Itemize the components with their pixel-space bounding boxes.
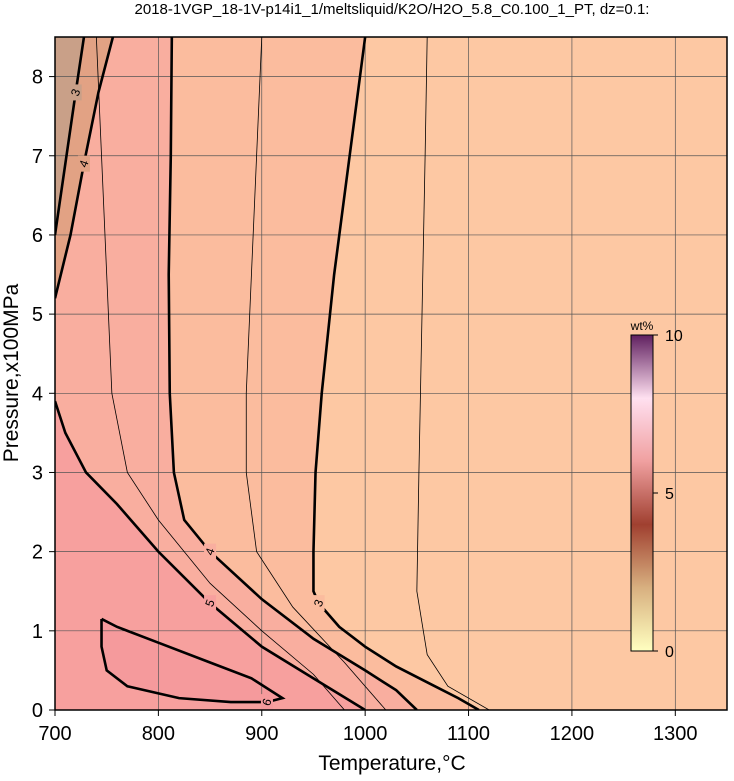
contour-label: 3 [311, 597, 327, 608]
x-tick-label: 1300 [653, 723, 698, 745]
colorbar-label: wt% [630, 319, 654, 333]
contour-label: 6 [259, 696, 275, 707]
y-axis-label: Pressure,x100MPa [0, 283, 23, 462]
x-tick-label: 1000 [343, 723, 388, 745]
x-tick-label: 1100 [447, 723, 490, 745]
x-tick-label: 700 [38, 723, 71, 745]
y-tick-label: 4 [32, 383, 43, 405]
y-tick-label: 7 [32, 146, 43, 168]
contour-line [55, 400, 366, 710]
contour-line [55, 37, 86, 236]
contour-line [167, 37, 418, 710]
contour-label: 5 [202, 597, 218, 608]
contour-label: 4 [202, 546, 218, 557]
x-axis-label: Temperature,°C [318, 752, 465, 775]
y-tick-label: 8 [32, 67, 43, 89]
colorbar-tick-label: 5 [665, 486, 674, 503]
y-tick-label: 5 [32, 304, 43, 326]
contour-line [245, 37, 387, 710]
colorbar-tick-label: 0 [665, 644, 674, 661]
y-tick-label: 1 [32, 621, 43, 643]
contour-label-bg [312, 595, 325, 612]
y-tick-label: 3 [32, 462, 43, 484]
contour-label-bg [204, 543, 217, 560]
contour-label-bg [69, 84, 82, 101]
overlay: 700 800 900 1000 1100 1200 1300 0 1 2 3 4 5 6 7 8 wt% 0 5 1… [32, 36, 728, 745]
x-tick-label: 800 [142, 723, 175, 745]
y-tick-label: 6 [32, 225, 43, 247]
contour-label: 3 [68, 87, 84, 98]
contour-fill [101, 618, 283, 703]
colorbar [630, 334, 654, 652]
contour-line [95, 37, 345, 710]
plot-area: 3 4 5 6 4 3 [55, 37, 727, 710]
colorbar-tick-label: 10 [665, 328, 683, 345]
contour-label: 4 [76, 158, 92, 169]
plot-frame [54, 36, 728, 711]
contour-label-bg [204, 595, 217, 612]
contour-line [416, 37, 490, 710]
contour-label-bg [77, 155, 90, 172]
chart-title: 2018-1VGP_18-1V-p14i1_1/meltsliquid/K2O/… [135, 1, 650, 18]
y-tick-label: 2 [32, 542, 43, 564]
x-tick-label: 900 [245, 723, 278, 745]
y-tick-label: 0 [32, 700, 43, 722]
contour-label-bg [260, 694, 273, 710]
x-tick-label: 1200 [550, 723, 595, 745]
contour-fill [55, 37, 84, 235]
